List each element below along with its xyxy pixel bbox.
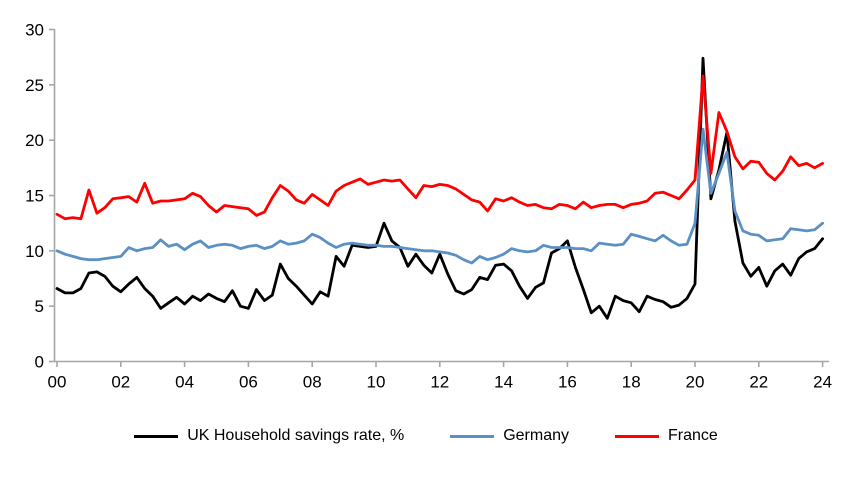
- x-axis-tick-label: 16: [558, 373, 577, 392]
- y-axis-tick-label: 10: [25, 242, 44, 261]
- y-axis-tick-label: 30: [25, 21, 44, 40]
- legend-label-france: France: [668, 427, 718, 444]
- x-axis-tick-label: 04: [175, 373, 194, 392]
- x-axis-tick-label: 18: [622, 373, 641, 392]
- legend-item-germany: Germany: [450, 428, 569, 444]
- x-axis-tick-label: 20: [686, 373, 705, 392]
- series-line-france: [55, 74, 824, 221]
- x-axis-tick-label: 12: [430, 373, 449, 392]
- y-axis-tick-label: 20: [25, 131, 44, 150]
- y-axis-tick-label: 5: [35, 297, 44, 316]
- series-line-germany: [55, 127, 824, 265]
- x-axis-tick-label: 02: [111, 373, 130, 392]
- chart-legend: UK Household savings rate, % Germany Fra…: [0, 428, 852, 444]
- x-axis-tick-label: 10: [367, 373, 386, 392]
- legend-item-uk: UK Household savings rate, %: [134, 428, 404, 444]
- x-axis-tick-label: 08: [303, 373, 322, 392]
- y-axis-tick-label: 0: [35, 353, 44, 372]
- legend-item-france: France: [615, 428, 718, 444]
- x-axis-tick-label: 06: [239, 373, 258, 392]
- germany-line-swatch-icon: [450, 434, 495, 438]
- legend-label-uk: UK Household savings rate, %: [187, 427, 405, 444]
- x-axis-tick-label: 14: [494, 373, 513, 392]
- france-line-swatch-icon: [615, 434, 659, 438]
- series-line-uk: [55, 56, 824, 320]
- legend-label-germany: Germany: [503, 427, 569, 444]
- x-axis-tick-label: 00: [48, 373, 67, 392]
- x-axis-tick-label: 22: [749, 373, 768, 392]
- y-axis-tick-label: 15: [25, 187, 44, 206]
- y-axis-tick-label: 25: [25, 76, 44, 95]
- uk-line-swatch-icon: [134, 434, 179, 438]
- x-axis-tick-label: 24: [813, 373, 832, 392]
